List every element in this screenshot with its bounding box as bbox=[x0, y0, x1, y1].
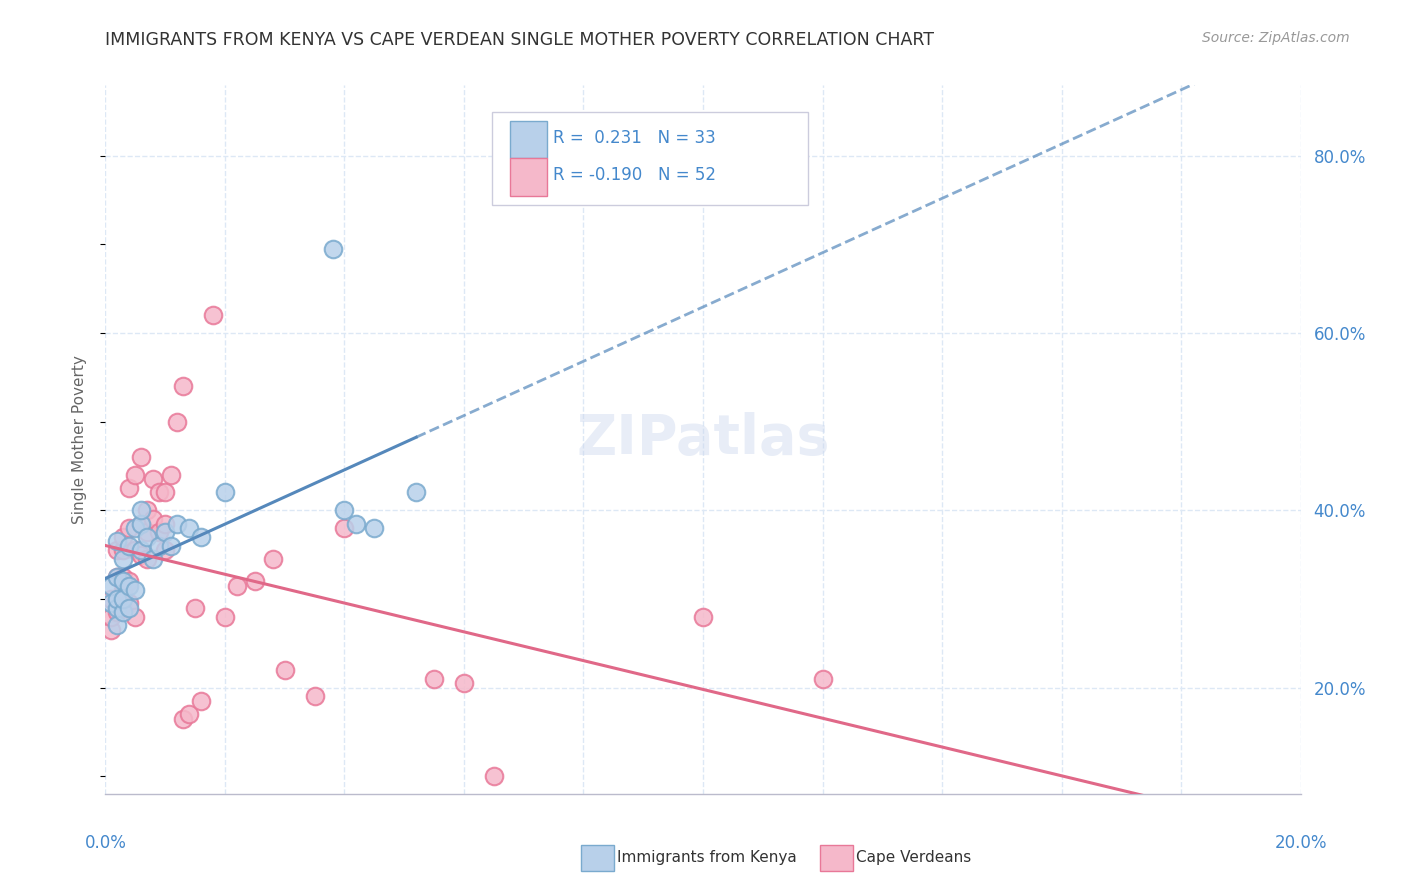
Text: R = -0.190   N = 52: R = -0.190 N = 52 bbox=[553, 166, 716, 184]
Point bbox=[177, 707, 201, 722]
Point bbox=[423, 672, 446, 686]
Point bbox=[118, 539, 141, 553]
Point bbox=[112, 574, 135, 589]
Point bbox=[112, 605, 135, 619]
Point bbox=[177, 521, 201, 535]
Point bbox=[155, 525, 177, 540]
Point bbox=[172, 712, 194, 726]
Point bbox=[405, 485, 427, 500]
Text: Immigrants from Kenya: Immigrants from Kenya bbox=[617, 850, 797, 864]
Point bbox=[129, 543, 153, 558]
Point bbox=[148, 539, 170, 553]
Point bbox=[202, 308, 225, 322]
Point bbox=[453, 676, 475, 690]
Point bbox=[107, 591, 129, 606]
Point bbox=[166, 516, 188, 531]
Point bbox=[107, 570, 129, 584]
Point bbox=[214, 609, 236, 624]
Point bbox=[100, 596, 122, 610]
Point bbox=[107, 534, 129, 549]
Point bbox=[129, 450, 153, 464]
Point bbox=[112, 591, 135, 606]
Point bbox=[112, 582, 135, 597]
Point bbox=[129, 548, 153, 562]
Point bbox=[346, 516, 368, 531]
Point bbox=[100, 609, 122, 624]
Point bbox=[124, 467, 146, 482]
Point bbox=[129, 516, 153, 531]
Point bbox=[243, 574, 266, 589]
Point bbox=[124, 609, 146, 624]
Point bbox=[129, 503, 153, 517]
Y-axis label: Single Mother Poverty: Single Mother Poverty bbox=[72, 355, 87, 524]
Point bbox=[142, 472, 165, 486]
Point bbox=[107, 591, 129, 606]
Point bbox=[225, 578, 249, 592]
Point bbox=[118, 600, 141, 615]
Point bbox=[112, 552, 135, 566]
Text: Source: ZipAtlas.com: Source: ZipAtlas.com bbox=[1202, 31, 1350, 45]
Point bbox=[363, 521, 385, 535]
Point bbox=[112, 600, 135, 615]
Point bbox=[112, 530, 135, 544]
Point bbox=[692, 609, 714, 624]
Point bbox=[333, 521, 356, 535]
Point bbox=[190, 694, 212, 708]
Point bbox=[136, 530, 159, 544]
Point bbox=[142, 552, 165, 566]
Point bbox=[107, 543, 129, 558]
Point bbox=[112, 543, 135, 558]
Point bbox=[262, 552, 284, 566]
Point bbox=[136, 552, 159, 566]
Point bbox=[118, 481, 141, 495]
Point bbox=[214, 485, 236, 500]
Point bbox=[112, 570, 135, 584]
Point bbox=[148, 525, 170, 540]
Point bbox=[148, 485, 170, 500]
Text: IMMIGRANTS FROM KENYA VS CAPE VERDEAN SINGLE MOTHER POVERTY CORRELATION CHART: IMMIGRANTS FROM KENYA VS CAPE VERDEAN SI… bbox=[105, 31, 935, 49]
Text: 20.0%: 20.0% bbox=[1274, 834, 1327, 852]
Point bbox=[142, 512, 165, 526]
Point bbox=[107, 600, 129, 615]
Point bbox=[333, 503, 356, 517]
Point bbox=[100, 623, 122, 637]
Point bbox=[124, 543, 146, 558]
Point bbox=[273, 663, 295, 677]
Point bbox=[811, 672, 834, 686]
Point bbox=[124, 582, 146, 597]
Text: R =  0.231   N = 33: R = 0.231 N = 33 bbox=[553, 129, 716, 147]
Point bbox=[321, 242, 344, 256]
Text: 0.0%: 0.0% bbox=[84, 834, 127, 852]
Point bbox=[160, 467, 183, 482]
Point bbox=[107, 605, 129, 619]
Point bbox=[155, 485, 177, 500]
Point bbox=[136, 525, 159, 540]
Point bbox=[100, 591, 122, 606]
Point bbox=[166, 415, 188, 429]
Point bbox=[129, 516, 153, 531]
Point bbox=[136, 503, 159, 517]
Point bbox=[118, 574, 141, 589]
Text: Cape Verdeans: Cape Verdeans bbox=[856, 850, 972, 864]
Point bbox=[118, 596, 141, 610]
Point bbox=[482, 769, 505, 783]
Point bbox=[107, 618, 129, 632]
Point bbox=[118, 578, 141, 592]
Point bbox=[190, 530, 212, 544]
Point bbox=[172, 379, 194, 393]
Point bbox=[155, 543, 177, 558]
Point bbox=[124, 521, 146, 535]
Point bbox=[107, 570, 129, 584]
Point bbox=[184, 600, 207, 615]
Point bbox=[160, 539, 183, 553]
Point bbox=[118, 521, 141, 535]
Point bbox=[155, 516, 177, 531]
Text: ZIPatlas: ZIPatlas bbox=[576, 412, 830, 467]
Point bbox=[100, 578, 122, 592]
Point bbox=[304, 690, 326, 704]
